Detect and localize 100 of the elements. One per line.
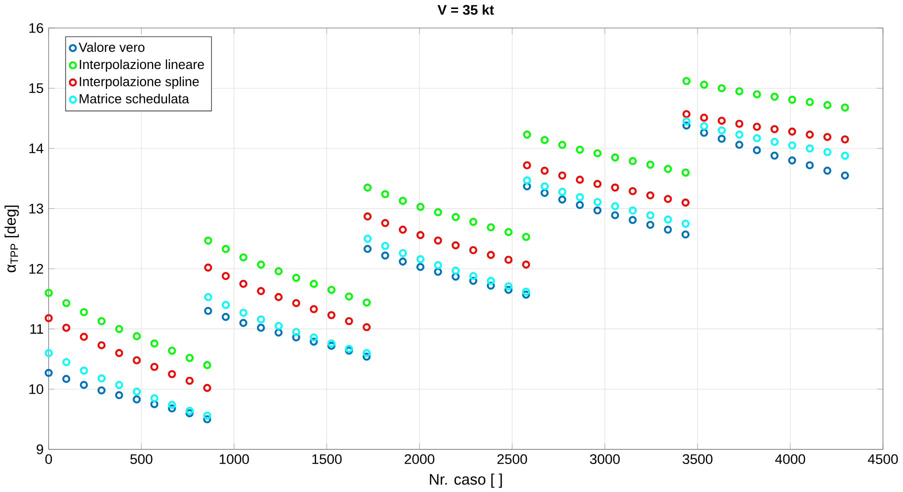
- point: [681, 219, 690, 228]
- point: [256, 324, 265, 332]
- point: [327, 342, 336, 350]
- point: [576, 192, 584, 201]
- point: [239, 318, 248, 327]
- point: [44, 368, 53, 377]
- point: [752, 134, 761, 142]
- point: [806, 98, 814, 106]
- point: [486, 223, 495, 232]
- point: [540, 182, 549, 190]
- x-tick-label: 4000: [775, 454, 806, 464]
- point: [628, 216, 637, 224]
- point: [823, 132, 832, 141]
- point: [840, 151, 849, 160]
- y-axis-title: α$_{TPP}$ [deg]: [4, 205, 19, 272]
- point: [576, 175, 584, 184]
- y-tick-label: 13: [29, 204, 44, 214]
- point: [398, 257, 407, 266]
- point: [823, 100, 832, 109]
- point: [186, 354, 194, 362]
- point: [364, 183, 372, 192]
- point: [611, 183, 620, 192]
- x-tick-label: 2000: [404, 454, 434, 464]
- point: [522, 287, 530, 296]
- point: [97, 374, 106, 382]
- point: [522, 290, 530, 298]
- point: [522, 161, 532, 170]
- point: [611, 153, 620, 162]
- point: [752, 90, 761, 98]
- point: [646, 220, 654, 229]
- point: [398, 196, 407, 205]
- point: [344, 316, 354, 325]
- point: [469, 246, 478, 254]
- point: [681, 198, 690, 206]
- point: [80, 366, 88, 374]
- point: [132, 332, 141, 340]
- point: [310, 280, 318, 288]
- point: [239, 253, 248, 262]
- point: [132, 356, 141, 364]
- point: [735, 87, 744, 96]
- point: [664, 194, 672, 203]
- point: [752, 122, 761, 131]
- x-tick-label: 0: [45, 454, 52, 464]
- point: [558, 171, 566, 180]
- point: [700, 114, 708, 122]
- point: [274, 328, 283, 336]
- point: [700, 128, 708, 137]
- point: [452, 212, 460, 221]
- point: [186, 376, 194, 385]
- point: [664, 164, 672, 173]
- point: [97, 386, 106, 394]
- point: [204, 292, 212, 301]
- point: [593, 180, 602, 188]
- point: [204, 306, 212, 315]
- point: [150, 400, 158, 408]
- point: [381, 218, 390, 227]
- point: [522, 232, 530, 241]
- point: [222, 244, 230, 253]
- point: [646, 191, 654, 200]
- point: [593, 149, 602, 158]
- point: [788, 95, 796, 104]
- point: [593, 206, 602, 214]
- point: [416, 262, 424, 271]
- point: [540, 166, 549, 174]
- point: [664, 225, 672, 234]
- point: [504, 282, 512, 290]
- point: [770, 151, 779, 160]
- point: [628, 186, 637, 195]
- point: [362, 322, 371, 331]
- point: [735, 130, 744, 138]
- point: [682, 117, 690, 126]
- point: [203, 411, 212, 420]
- legend-label: Valore vero: [78, 42, 144, 52]
- point: [222, 300, 230, 309]
- point: [558, 140, 566, 149]
- point: [434, 236, 442, 244]
- point: [452, 266, 460, 274]
- y-tick-label: 10: [29, 384, 44, 394]
- point: [80, 332, 88, 341]
- point: [593, 198, 602, 206]
- point: [362, 352, 371, 360]
- point: [97, 341, 106, 350]
- point: [150, 339, 158, 348]
- point: [823, 166, 832, 174]
- point: [203, 415, 212, 424]
- x-tick-label: 3500: [682, 454, 712, 464]
- point: [788, 127, 796, 136]
- point: [558, 195, 566, 204]
- point: [222, 312, 230, 321]
- point: [770, 138, 779, 146]
- point: [274, 322, 283, 330]
- legend-label: Interpolazione lineare: [80, 59, 204, 72]
- point: [434, 268, 442, 276]
- point: [823, 148, 832, 156]
- legend-label: Matrice schedulata: [80, 94, 190, 104]
- point: [416, 230, 424, 239]
- point: [256, 260, 265, 268]
- point: [576, 200, 584, 209]
- point: [628, 156, 637, 165]
- point: [681, 230, 690, 238]
